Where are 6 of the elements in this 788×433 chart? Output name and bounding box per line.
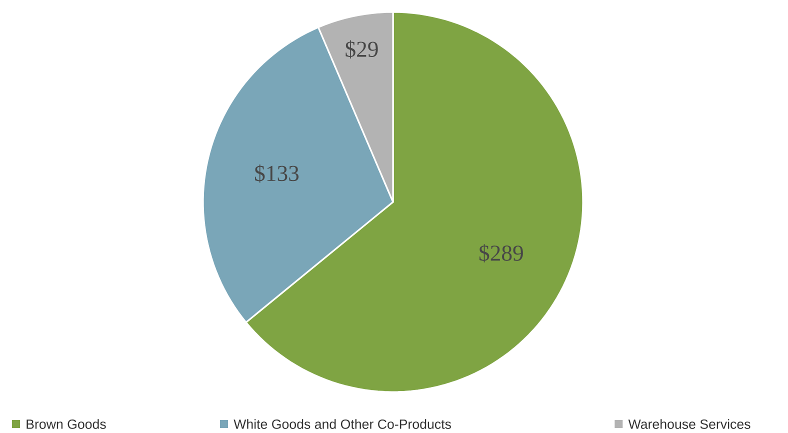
data-label: $289 xyxy=(480,244,523,262)
data-label: $29 xyxy=(346,40,378,58)
legend-label: Warehouse Services xyxy=(628,419,750,429)
legend-label: White Goods and Other Co-Products xyxy=(234,419,451,429)
data-label: $133 xyxy=(255,164,299,183)
legend-label: Brown Goods xyxy=(26,419,106,429)
